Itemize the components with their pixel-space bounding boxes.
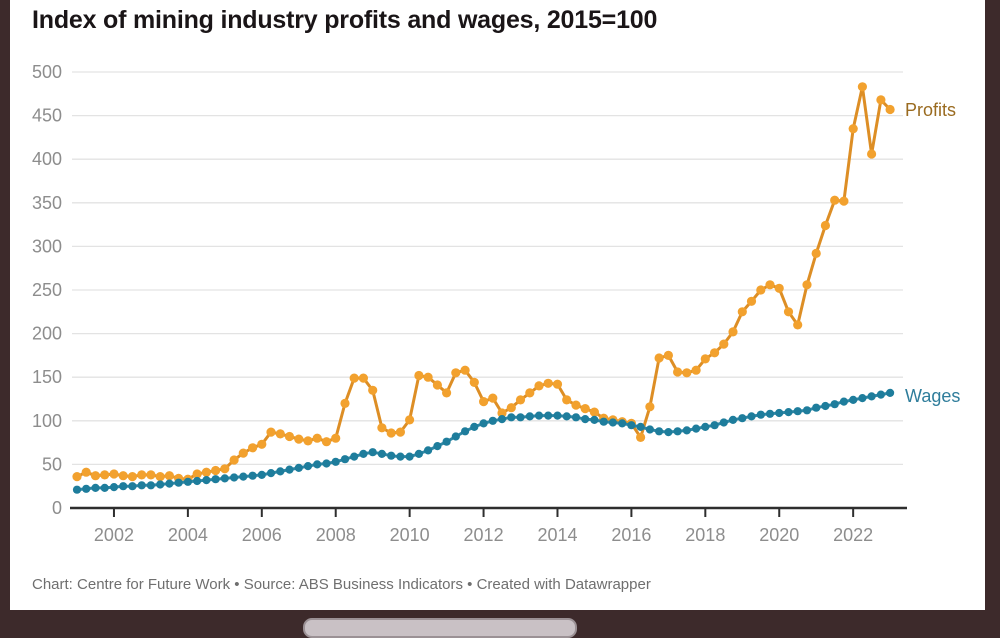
chart-card: 0 50 100 150 200 250 300 350 400 450 500 2002 2004 20… xyxy=(10,0,985,610)
series-label-profits: Profits xyxy=(905,100,957,120)
svg-text:2010: 2010 xyxy=(390,525,430,545)
svg-text:0: 0 xyxy=(52,498,62,518)
svg-text:500: 500 xyxy=(32,62,62,82)
svg-text:2018: 2018 xyxy=(685,525,725,545)
home-indicator-handle[interactable] xyxy=(303,618,577,638)
svg-text:2022: 2022 xyxy=(833,525,873,545)
attribution-text: Chart: Centre for Future Work • Source: … xyxy=(32,576,651,593)
svg-text:2012: 2012 xyxy=(464,525,504,545)
svg-text:2016: 2016 xyxy=(611,525,651,545)
svg-text:350: 350 xyxy=(32,193,62,213)
svg-text:2008: 2008 xyxy=(316,525,356,545)
svg-text:2004: 2004 xyxy=(168,525,208,545)
svg-text:2020: 2020 xyxy=(759,525,799,545)
chart-title: Index of mining industry profits and wag… xyxy=(32,6,658,34)
svg-text:450: 450 xyxy=(32,106,62,126)
svg-text:200: 200 xyxy=(32,324,62,344)
svg-text:100: 100 xyxy=(32,411,62,431)
svg-text:50: 50 xyxy=(42,454,62,474)
svg-text:2002: 2002 xyxy=(94,525,134,545)
svg-text:300: 300 xyxy=(32,236,62,256)
series-label-wages: Wages xyxy=(905,386,961,406)
svg-text:2006: 2006 xyxy=(242,525,282,545)
svg-text:400: 400 xyxy=(32,149,62,169)
svg-text:250: 250 xyxy=(32,280,62,300)
svg-text:2014: 2014 xyxy=(537,525,577,545)
svg-text:150: 150 xyxy=(32,367,62,387)
line-chart-canvas: 0 50 100 150 200 250 300 350 400 450 500 2002 2004 20… xyxy=(32,62,907,545)
